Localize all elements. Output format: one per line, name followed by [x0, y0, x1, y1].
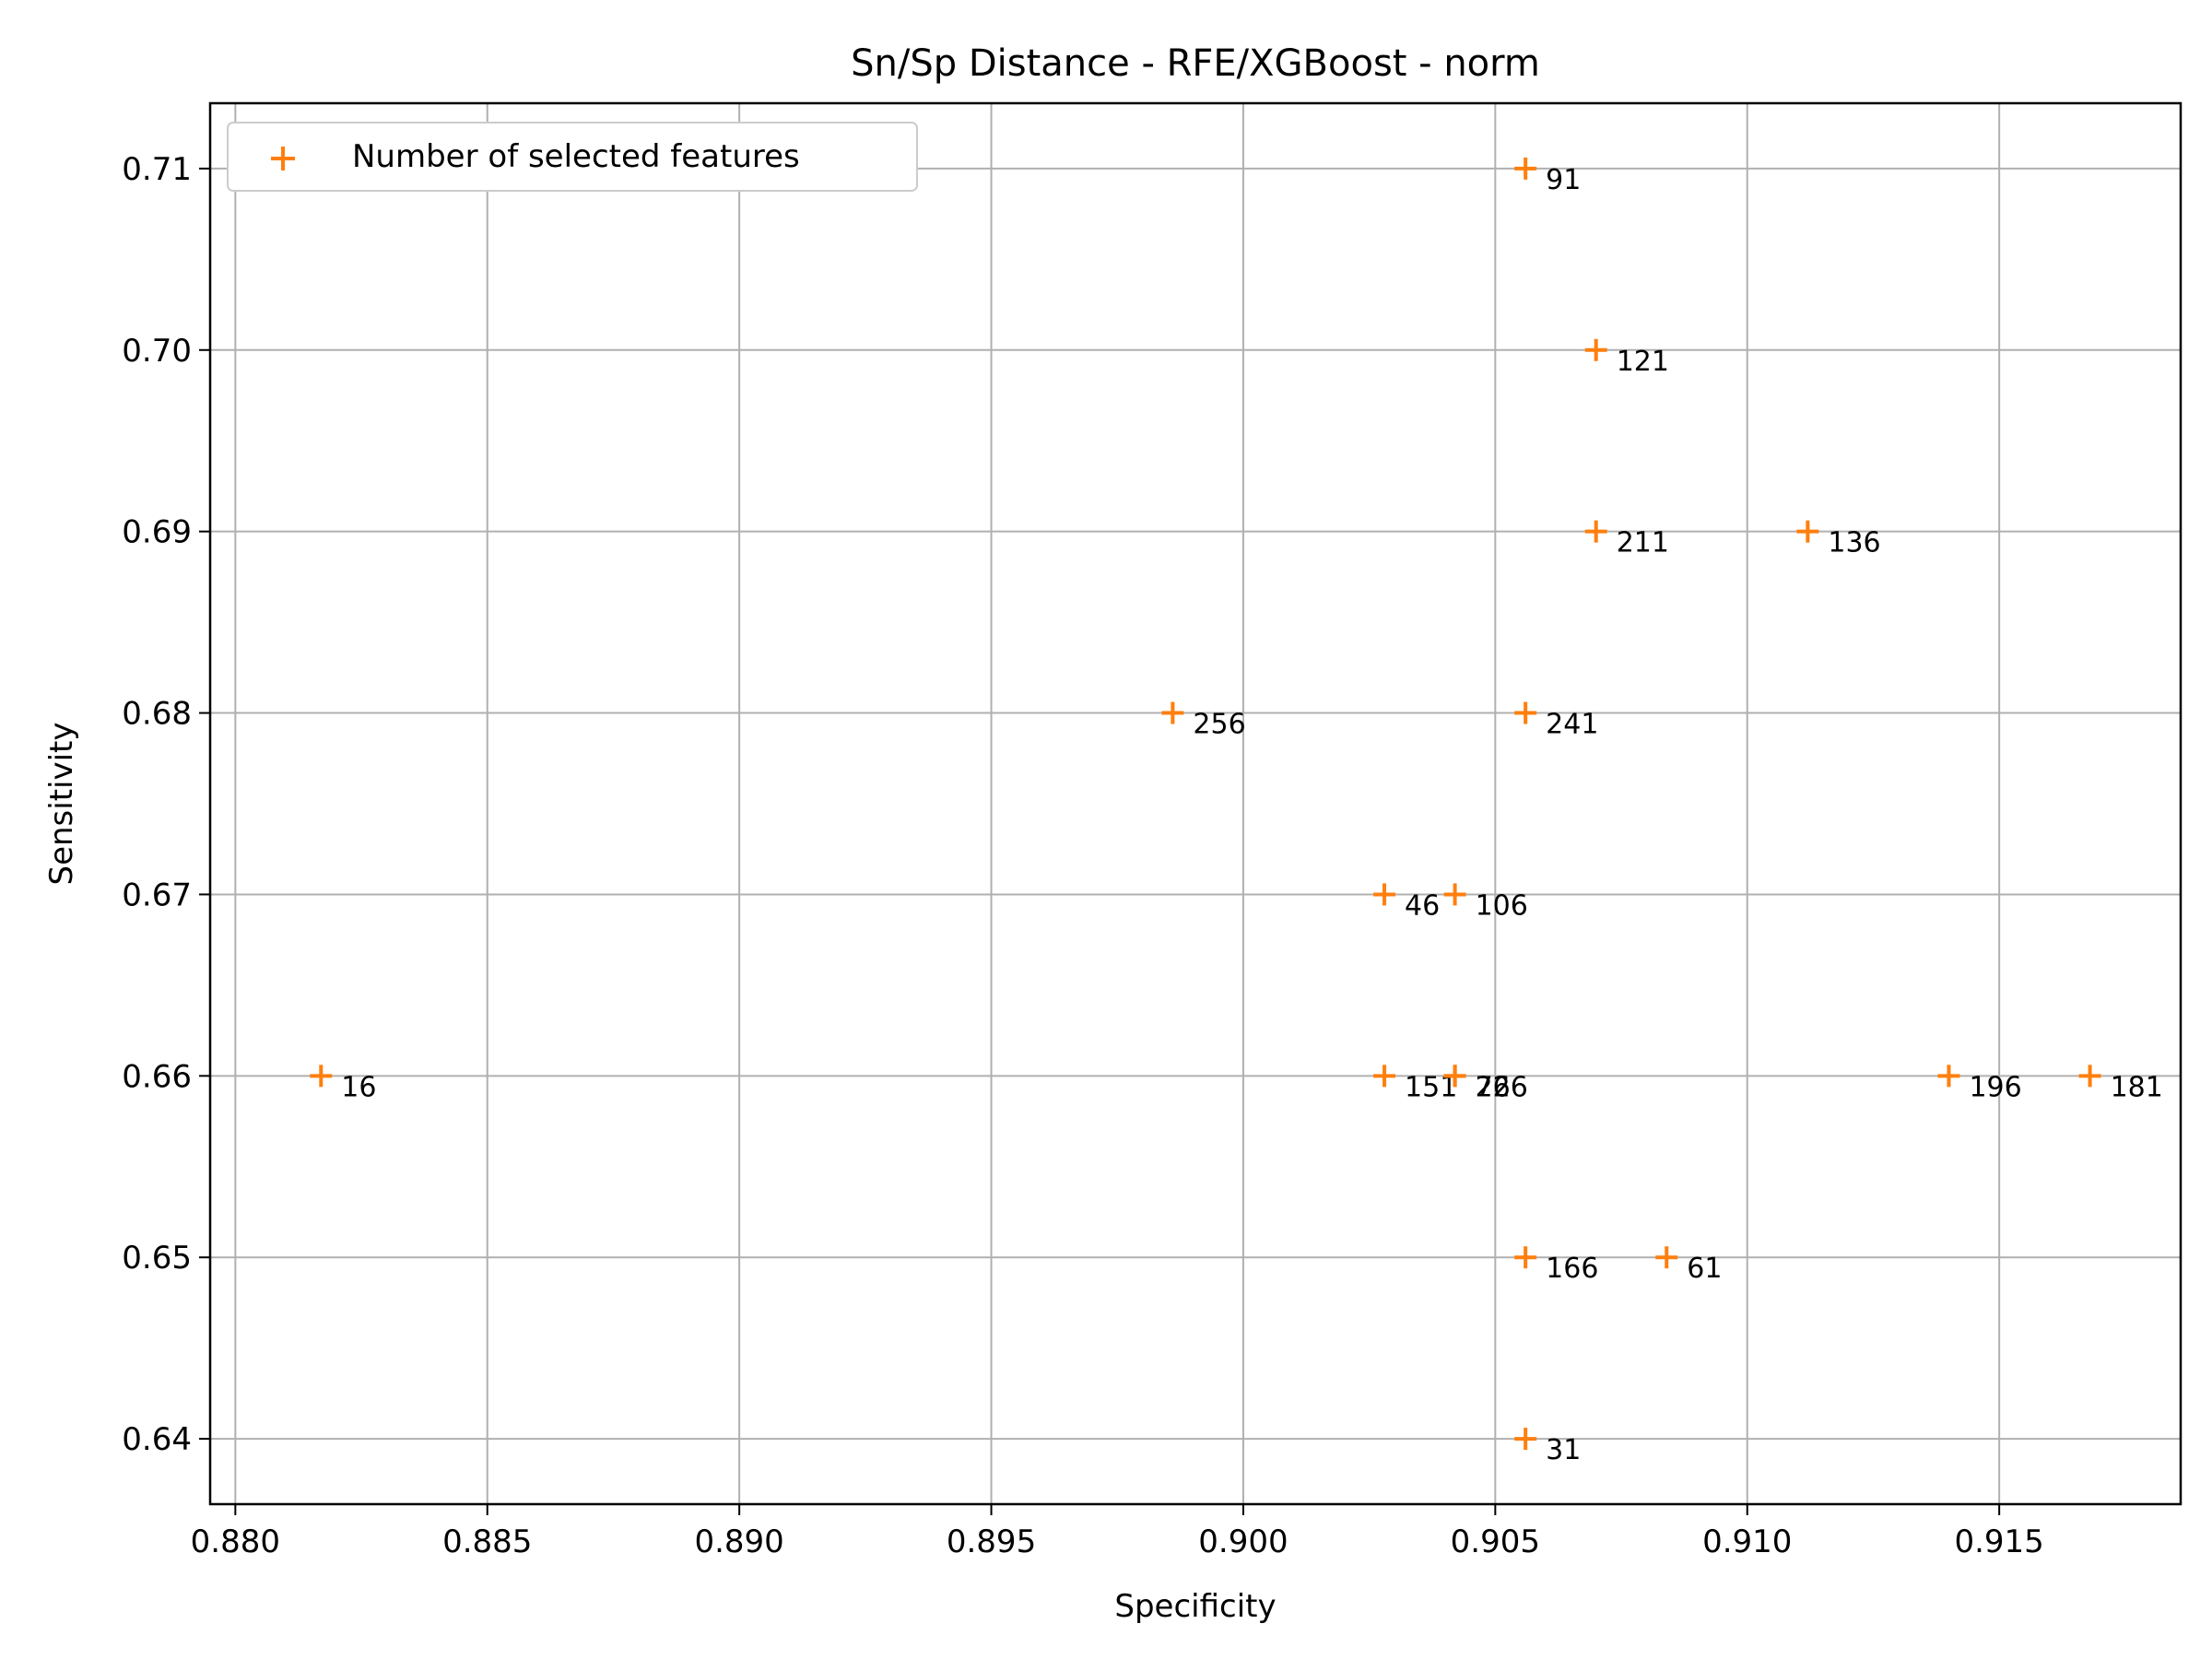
data-point: 136	[1796, 520, 1881, 559]
x-tick-label: 0.915	[1954, 1524, 2043, 1560]
data-point: 181	[2078, 1065, 2163, 1103]
data-point: 226	[1443, 1065, 1528, 1103]
point-label: 196	[1969, 1071, 2021, 1103]
y-tick-label: 0.67	[122, 877, 192, 913]
x-tick: 0.885	[442, 1504, 532, 1560]
y-tick-label: 0.64	[122, 1421, 192, 1458]
y-tick: 0.64	[122, 1421, 210, 1458]
data-point: 256	[1161, 701, 1246, 741]
y-tick: 0.70	[122, 333, 210, 370]
data-point: 241	[1514, 701, 1598, 741]
x-tick: 0.890	[694, 1504, 784, 1560]
point-label: 241	[1546, 709, 1598, 741]
point-label: 121	[1617, 346, 1669, 378]
y-tick: 0.71	[122, 151, 210, 188]
x-tick: 0.905	[1451, 1504, 1540, 1560]
data-point: 211	[1584, 520, 1669, 559]
data-point: 121	[1584, 338, 1669, 378]
legend-box	[227, 122, 918, 192]
grid-lines	[210, 103, 2181, 1504]
x-tick: 0.900	[1198, 1504, 1288, 1560]
point-label: 31	[1546, 1434, 1581, 1466]
plot-frame	[208, 101, 2183, 1506]
x-tick-label: 0.910	[1702, 1524, 1792, 1560]
x-tick: 0.910	[1702, 1504, 1792, 1560]
x-axis-label: Specificity	[1114, 1588, 1276, 1625]
y-tick-label: 0.66	[122, 1058, 192, 1095]
point-label: 136	[1828, 527, 1880, 559]
y-tick: 0.68	[122, 696, 210, 733]
point-label: 106	[1476, 889, 1528, 922]
point-label: 256	[1193, 709, 1245, 741]
data-point: 196	[1937, 1065, 2022, 1103]
x-tick-label: 0.895	[947, 1524, 1036, 1560]
x-tick: 0.895	[947, 1504, 1036, 1560]
legend-marker-plus-icon	[271, 147, 295, 171]
data-point: 16	[310, 1065, 376, 1103]
y-tick: 0.65	[122, 1240, 210, 1277]
point-label: 46	[1405, 889, 1440, 922]
chart-title: Sn/Sp Distance - RFE/XGBoost - norm	[851, 42, 1540, 85]
y-axis-label: Sensitivity	[43, 722, 80, 885]
y-tick-label: 0.68	[122, 696, 192, 733]
point-label: 61	[1687, 1253, 1722, 1285]
x-tick-label: 0.885	[442, 1524, 532, 1560]
x-tick: 0.915	[1954, 1504, 2044, 1560]
x-axis-ticks: 0.880 0.885 0.890 0.895 0.900 0.905 0.910 0.915	[191, 1504, 2044, 1560]
legend-entry-label: Number of selected features	[352, 138, 800, 175]
data-point: 61	[1655, 1246, 1722, 1285]
data-point: 31	[1514, 1428, 1581, 1466]
legend: Number of selected features	[227, 122, 918, 192]
x-tick-label: 0.890	[694, 1524, 783, 1560]
x-tick-label: 0.900	[1198, 1524, 1288, 1560]
y-tick: 0.69	[122, 514, 210, 551]
y-tick-label: 0.70	[122, 333, 192, 370]
point-label: 91	[1546, 164, 1581, 196]
x-tick-label: 0.880	[191, 1524, 280, 1560]
data-point: 106	[1443, 883, 1528, 922]
x-tick: 0.880	[191, 1504, 280, 1560]
y-tick-label: 0.65	[122, 1240, 192, 1277]
data-point: 91	[1514, 157, 1581, 196]
data-point: 166	[1514, 1246, 1598, 1285]
point-label: 226	[1476, 1071, 1528, 1103]
point-label: 76	[1476, 1071, 1511, 1103]
data-point: 46	[1373, 883, 1440, 922]
y-tick: 0.67	[122, 877, 210, 913]
y-axis-ticks: 0.64 0.65 0.66 0.67 0.68 0.69 0.70 0.71	[122, 151, 210, 1458]
y-tick: 0.66	[122, 1058, 210, 1095]
point-label: 16	[341, 1071, 376, 1103]
y-tick-label: 0.71	[122, 151, 192, 188]
y-tick-label: 0.69	[122, 514, 192, 551]
x-tick-label: 0.905	[1451, 1524, 1540, 1560]
point-label: 211	[1617, 527, 1669, 559]
point-label: 166	[1546, 1253, 1598, 1285]
point-label: 181	[2111, 1071, 2163, 1103]
